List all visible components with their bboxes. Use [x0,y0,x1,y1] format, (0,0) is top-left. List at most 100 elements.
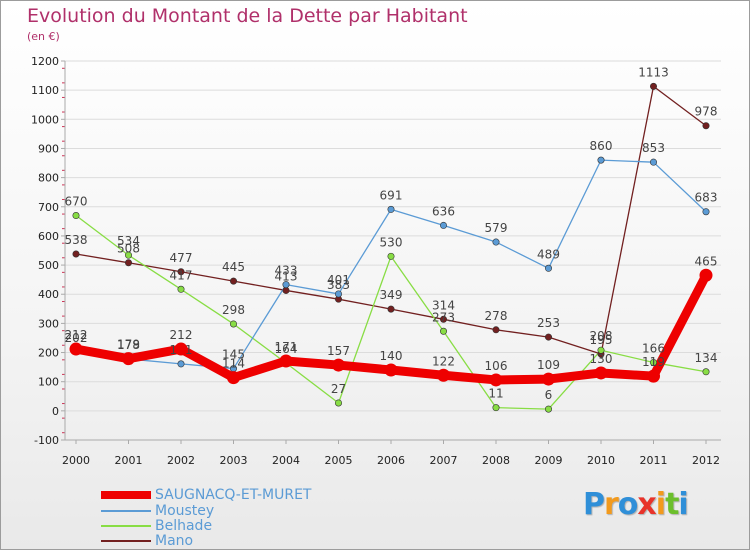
data-label: 489 [537,247,560,261]
data-point [125,251,133,259]
data-label: 109 [537,358,560,372]
x-tick-label: 2001 [115,454,143,467]
data-point [282,286,290,294]
y-tick-label: 400 [38,288,59,301]
legend-item-saugnacq: SAUGNACQ-ET-MURET [101,487,361,504]
legend-item-moustey: Moustey [101,503,361,520]
data-point [387,252,395,260]
y-tick-label: 200 [38,347,59,360]
data-label: 314 [432,298,455,312]
data-point [334,290,342,298]
data-label: 853 [642,141,665,155]
y-tick-label: 0 [52,405,59,418]
data-label: 171 [275,340,298,354]
data-label: 212 [65,328,88,342]
data-label: 6 [545,388,553,402]
data-label: 534 [117,234,140,248]
data-point [177,268,185,276]
legend-item-belhade: Belhade [101,518,361,535]
data-label: 208 [590,329,613,343]
data-point [594,366,608,380]
proxiti-logo: Proxiti [583,487,689,522]
data-label: 166 [642,341,665,355]
data-point [542,372,555,386]
data-point [597,346,605,354]
data-point [227,371,240,385]
data-point [492,326,500,334]
data-point [649,158,657,166]
x-tick-label: 2005 [325,454,353,467]
x-tick-label: 2010 [587,454,615,467]
chart-unit: (en €) [27,30,60,43]
logo-letter: i [655,487,666,522]
data-point [122,352,135,366]
data-label: 465 [695,254,718,268]
x-tick-label: 2003 [220,454,248,467]
y-tick-label: 100 [38,376,59,389]
data-point [649,358,657,366]
data-label: 130 [590,352,613,366]
data-label: 383 [327,278,350,292]
data-point [702,122,710,130]
data-point [230,277,238,285]
data-point [437,368,450,382]
chart-title: Evolution du Montant de la Dette par Hab… [27,5,468,27]
data-point [492,404,500,412]
data-label: 253 [537,316,560,330]
data-label: 122 [432,354,455,368]
data-point [177,360,185,368]
data-label: 413 [275,269,298,283]
data-label: 636 [432,204,455,218]
data-point [597,156,605,164]
data-point [334,399,342,407]
data-point [72,212,80,220]
data-label: 579 [485,221,508,235]
data-point [279,354,293,368]
data-label: 683 [695,191,718,205]
data-label: 530 [380,235,403,249]
legend-label: Mano [155,533,194,549]
legend-label: Moustey [155,503,215,519]
x-tick-label: 2011 [640,454,668,467]
data-point [492,238,500,246]
data-label: 670 [65,195,88,209]
data-label: 202 [65,331,88,345]
data-label: 145 [222,348,245,362]
y-tick-label: 1200 [31,55,59,68]
x-tick-label: 2000 [62,454,90,467]
data-label: 212 [170,328,193,342]
data-point [387,305,395,313]
legend-label: SAUGNACQ-ET-MURET [155,487,312,503]
data-label: 445 [222,260,245,274]
data-point [439,327,447,335]
y-tick-label: 800 [38,172,59,185]
data-point [282,281,290,289]
data-point [384,363,398,377]
data-label: 978 [695,105,718,119]
data-point [174,342,188,356]
data-label: 164 [275,342,298,356]
legend-swatch [101,491,151,499]
data-label: 157 [327,344,350,358]
legend-swatch [101,525,151,527]
data-label: 140 [380,349,403,363]
legend-swatch [101,510,151,512]
data-point [439,315,447,323]
y-tick-label: 700 [38,201,59,214]
data-label: 11 [488,387,503,401]
data-point [489,373,503,387]
data-label: 179 [117,338,140,352]
y-tick-label: -100 [34,434,59,447]
data-label: 27 [331,382,346,396]
data-label: 433 [275,264,298,278]
logo-letter: x [637,487,656,522]
data-label: 178 [117,338,140,352]
data-point [69,342,83,356]
x-tick-label: 2002 [167,454,195,467]
data-point [649,82,657,90]
data-label: 538 [65,233,88,247]
logo-letter: i [678,487,688,522]
data-point [544,333,552,341]
x-tick-label: 2007 [430,454,458,467]
